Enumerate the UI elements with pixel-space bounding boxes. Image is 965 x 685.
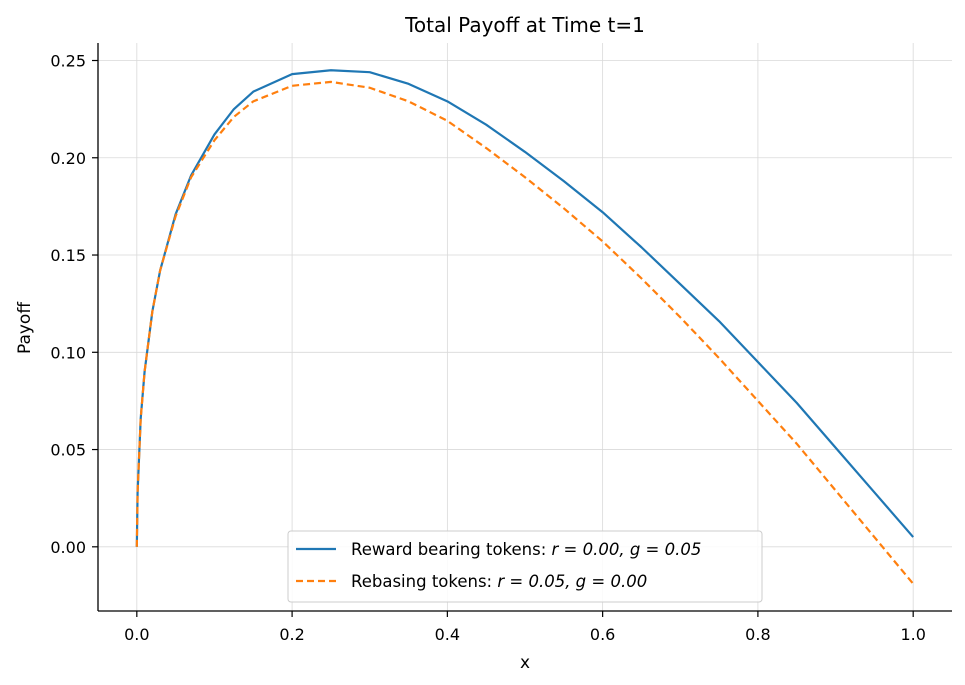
grid-layer	[98, 43, 952, 611]
y-tick-label: 0.20	[50, 149, 86, 168]
x-axis-label: x	[520, 653, 530, 673]
x-tick-label: 1.0	[900, 625, 925, 644]
y-axis-label: Payoff	[15, 301, 35, 354]
legend-label-rebasing-params: r = 0.05, g = 0.00	[497, 572, 647, 591]
legend: Reward bearing tokens: r = 0.00, g = 0.0…	[287, 530, 763, 603]
y-tick-label: 0.25	[50, 52, 86, 71]
x-tick-label: 0.0	[124, 625, 149, 644]
x-tick-label: 0.8	[745, 625, 770, 644]
y-tick-label: 0.10	[50, 343, 86, 362]
x-tick-label: 0.4	[435, 625, 460, 644]
series-line-reward-bearing	[135, 69, 915, 547]
series-layer	[135, 69, 915, 585]
y-tick-label: 0.00	[50, 538, 86, 557]
series-line-rebasing	[135, 80, 915, 585]
y-tick-label: 0.15	[50, 246, 86, 265]
legend-box	[287, 530, 763, 603]
chart-title: Total Payoff at Time t=1	[404, 13, 645, 37]
y-tick-label: 0.05	[50, 441, 86, 460]
legend-label-reward-bearing: Reward bearing tokens: r = 0.00, g = 0.0…	[351, 540, 701, 559]
axes-layer: 0.0 0.2 0.4 0.6 0.8 1.0 0.00 0.05 0.10 0.15 0.20 0.…	[50, 43, 952, 644]
legend-label-rebasing-prefix: Rebasing tokens:	[351, 572, 497, 591]
x-tick-label: 0.6	[590, 625, 615, 644]
legend-label-reward-bearing-prefix: Reward bearing tokens:	[351, 540, 552, 559]
legend-label-rebasing: Rebasing tokens: r = 0.05, g = 0.00	[351, 572, 647, 591]
legend-label-reward-bearing-params: r = 0.00, g = 0.05	[552, 540, 702, 559]
x-tick-label: 0.2	[279, 625, 304, 644]
